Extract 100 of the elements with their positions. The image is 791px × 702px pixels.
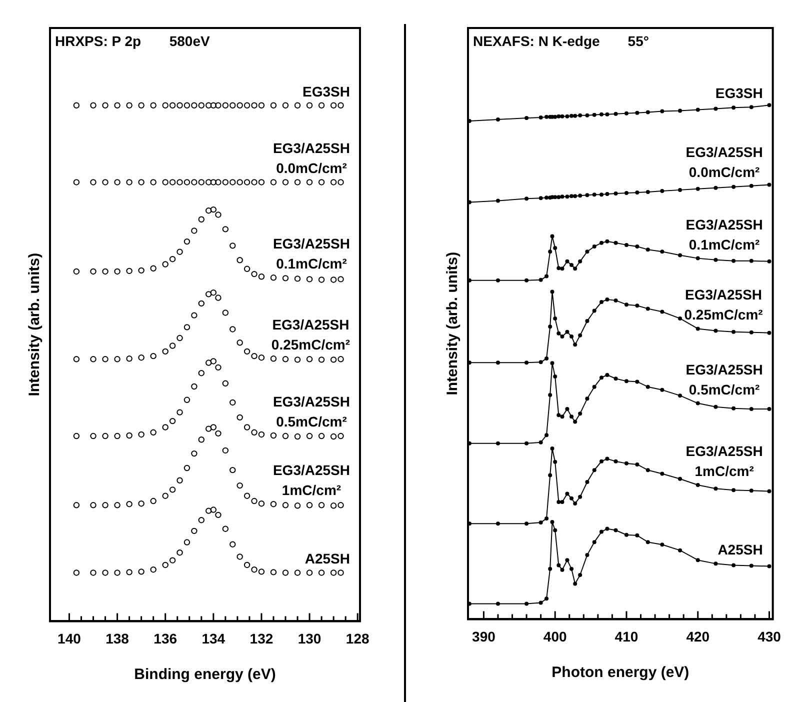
point bbox=[230, 466, 236, 474]
point bbox=[496, 360, 500, 365]
point bbox=[560, 194, 564, 199]
series-label: EG3/A25SH 0.25mC/cm² bbox=[271, 316, 350, 353]
point bbox=[222, 380, 229, 387]
point bbox=[222, 102, 229, 108]
point bbox=[767, 489, 772, 494]
point bbox=[570, 414, 574, 419]
point bbox=[635, 244, 640, 248]
point bbox=[496, 278, 500, 282]
point bbox=[210, 358, 217, 364]
point bbox=[599, 112, 604, 116]
point bbox=[538, 440, 543, 444]
x-tick-label: 128 bbox=[346, 630, 370, 646]
x-tick-label: 420 bbox=[686, 628, 710, 644]
point bbox=[592, 192, 596, 197]
point bbox=[215, 430, 222, 437]
point bbox=[496, 522, 500, 526]
point bbox=[556, 413, 561, 418]
point bbox=[102, 570, 108, 576]
point bbox=[169, 557, 176, 564]
point bbox=[538, 278, 543, 282]
point bbox=[126, 268, 132, 274]
point bbox=[592, 384, 596, 389]
point bbox=[330, 356, 337, 363]
point bbox=[732, 488, 736, 492]
point bbox=[258, 354, 265, 361]
point bbox=[614, 459, 618, 464]
point bbox=[585, 480, 590, 484]
point bbox=[236, 414, 243, 421]
point bbox=[73, 268, 80, 275]
point bbox=[198, 517, 204, 524]
y-axis-title: Intensity (arb. units) bbox=[26, 252, 44, 396]
point bbox=[767, 103, 772, 108]
point bbox=[749, 406, 754, 411]
point bbox=[678, 476, 682, 481]
point bbox=[138, 267, 144, 274]
point bbox=[556, 563, 561, 568]
point bbox=[573, 502, 578, 506]
x-tick-label: 430 bbox=[758, 628, 782, 644]
point bbox=[150, 429, 156, 436]
point bbox=[538, 360, 543, 364]
point bbox=[73, 570, 80, 576]
point bbox=[244, 266, 250, 272]
point bbox=[556, 331, 561, 336]
point bbox=[714, 404, 718, 409]
point bbox=[169, 179, 176, 186]
point bbox=[524, 602, 529, 606]
point bbox=[696, 326, 700, 331]
point bbox=[318, 356, 325, 363]
point bbox=[556, 195, 561, 200]
point bbox=[585, 113, 590, 118]
series-label: EG3/A25SH 0.0mC/cm² bbox=[686, 144, 763, 180]
point bbox=[605, 239, 610, 244]
point bbox=[184, 102, 190, 108]
point bbox=[635, 462, 640, 466]
point bbox=[624, 379, 628, 384]
series-label: EG3SH bbox=[302, 83, 350, 100]
point bbox=[553, 246, 558, 250]
point bbox=[114, 570, 120, 576]
point bbox=[570, 566, 574, 571]
point bbox=[270, 274, 277, 281]
point bbox=[191, 102, 198, 108]
point bbox=[660, 188, 664, 193]
point bbox=[236, 340, 243, 346]
point bbox=[578, 259, 582, 264]
point bbox=[206, 179, 212, 186]
point bbox=[548, 473, 552, 478]
point bbox=[646, 540, 650, 544]
point bbox=[646, 384, 650, 389]
point bbox=[550, 290, 554, 294]
point bbox=[206, 360, 212, 366]
point bbox=[138, 500, 144, 507]
point bbox=[210, 424, 217, 430]
chart-title: NEXAFS: N K-edge bbox=[473, 33, 600, 49]
point bbox=[732, 563, 736, 568]
point bbox=[244, 562, 250, 568]
point bbox=[614, 528, 618, 532]
point bbox=[544, 114, 549, 119]
point bbox=[176, 248, 183, 255]
point bbox=[660, 109, 664, 114]
point bbox=[678, 108, 682, 113]
point bbox=[169, 102, 176, 108]
point bbox=[624, 111, 628, 116]
point bbox=[215, 179, 222, 186]
point bbox=[162, 562, 168, 568]
point bbox=[660, 472, 664, 476]
chart-title: HRXPS: P 2p bbox=[55, 33, 142, 49]
point bbox=[599, 240, 604, 245]
point bbox=[282, 275, 289, 282]
point bbox=[176, 102, 183, 108]
point bbox=[565, 406, 570, 411]
point bbox=[578, 494, 582, 499]
point bbox=[90, 356, 96, 362]
point bbox=[585, 319, 590, 324]
point bbox=[330, 102, 337, 108]
point bbox=[230, 326, 236, 332]
point bbox=[294, 356, 301, 363]
point bbox=[90, 268, 96, 275]
point bbox=[556, 266, 561, 270]
